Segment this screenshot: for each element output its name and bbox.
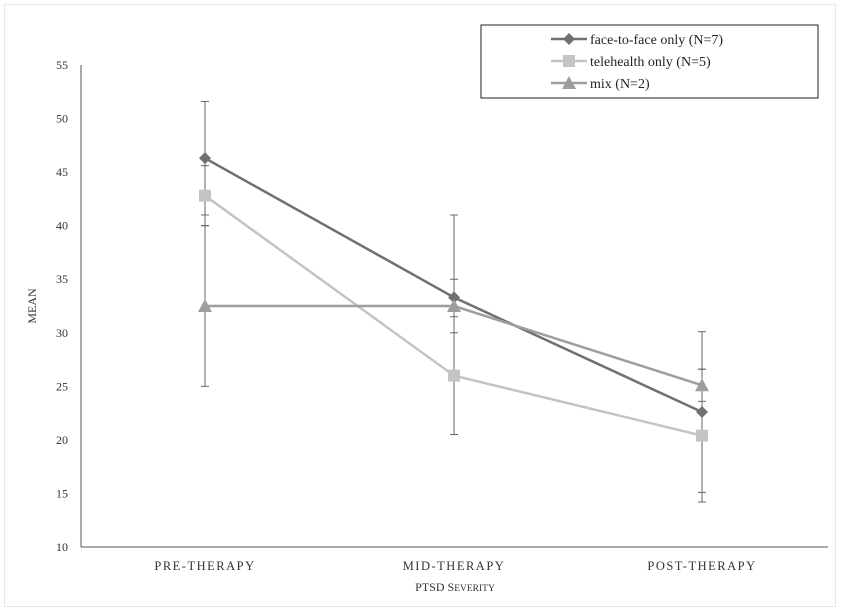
x-tick-label: POST-THERAPY — [647, 559, 756, 573]
y-tick-label: 35 — [56, 272, 68, 286]
legend-label: face-to-face only (N=7) — [590, 33, 723, 48]
y-axis-title: MEAN — [25, 288, 39, 324]
y-tick-label: 50 — [56, 112, 68, 126]
legend: face-to-face only (N=7) telehealth only (… — [480, 24, 819, 99]
data-point — [198, 299, 212, 312]
x-tick-labels: PRE-THERAPY MID-THERAPY POST-THERAPY — [154, 559, 756, 573]
legend-marker — [563, 55, 575, 67]
y-tick-label: 45 — [56, 165, 68, 179]
legend-entry: face-to-face only (N=7) — [551, 33, 723, 48]
y-tick-label: 55 — [56, 58, 68, 72]
legend-label: telehealth only (N=5) — [590, 55, 711, 70]
data-point — [448, 291, 460, 304]
x-tick-label: MID-THERAPY — [403, 559, 506, 573]
y-tick-labels: 10 15 20 25 30 35 40 45 50 55 — [56, 58, 68, 554]
data-point — [696, 406, 708, 419]
data-point — [696, 429, 708, 442]
series-markers — [198, 152, 709, 442]
data-point — [695, 378, 709, 392]
axes — [80, 65, 828, 548]
legend-marker — [562, 76, 576, 89]
y-tick-label: 20 — [56, 433, 68, 447]
x-axis-title: PTSD SEVERITY — [415, 580, 495, 594]
y-tick-label: 25 — [56, 379, 68, 393]
data-point — [448, 369, 460, 382]
data-point — [199, 152, 211, 165]
y-tick-label: 40 — [56, 219, 68, 233]
legend-marker — [563, 33, 575, 45]
x-tick-label: PRE-THERAPY — [154, 559, 255, 573]
y-tick-label: 15 — [56, 486, 68, 500]
y-tick-label: 30 — [56, 326, 68, 340]
legend-entry: mix (N=2) — [551, 76, 650, 92]
legend-entry: telehealth only (N=5) — [551, 55, 711, 70]
legend-box — [480, 24, 819, 99]
data-point — [199, 189, 211, 202]
y-tick-label: 10 — [56, 540, 68, 554]
legend-label: mix (N=2) — [590, 77, 650, 92]
data-point — [447, 299, 461, 312]
